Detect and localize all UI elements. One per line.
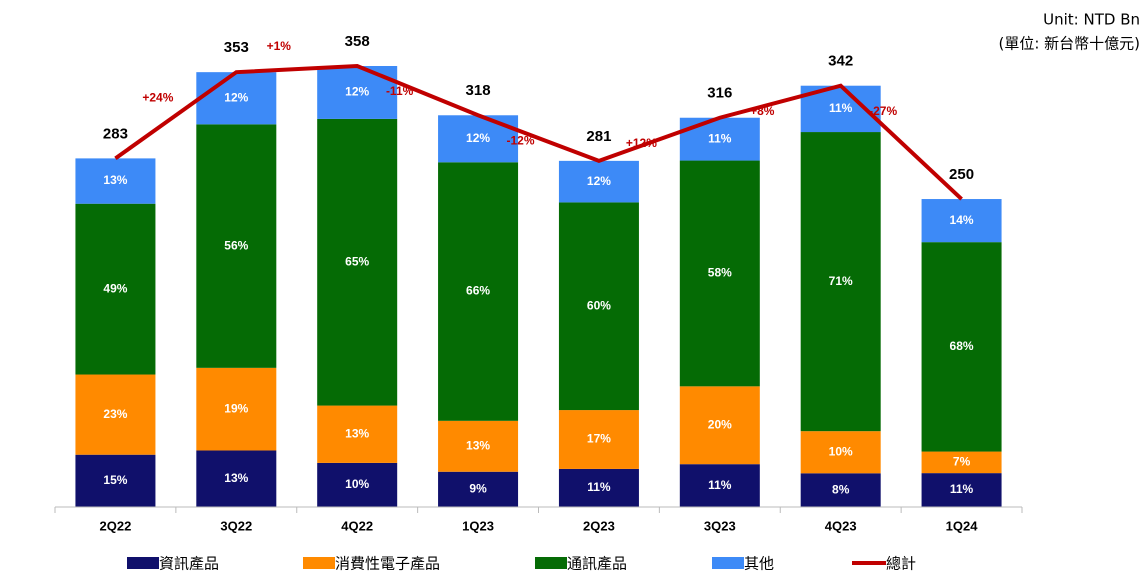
segment-label: 11%: [950, 482, 974, 496]
segment-label: 68%: [950, 339, 974, 353]
segment-label: 13%: [224, 471, 248, 485]
x-tick-label: 1Q24: [946, 518, 979, 533]
bar-segment: [558, 160, 639, 203]
segment-label: 58%: [708, 266, 732, 280]
unit-local: (單位: 新台幣十億元): [998, 35, 1140, 53]
bar-segment: [317, 118, 398, 406]
bar-segment: [800, 473, 881, 507]
bar-segment: [558, 202, 639, 411]
bar-segment: [438, 420, 519, 472]
segment-label: 49%: [103, 281, 127, 295]
legend-label: 消費性電子產品: [335, 555, 440, 573]
x-tick-label: 4Q23: [825, 518, 857, 533]
segment-label: 11%: [587, 480, 611, 494]
segment-label: 11%: [708, 131, 732, 145]
segment-label: 11%: [829, 101, 853, 115]
change-label: -12%: [506, 133, 534, 147]
segment-label: 10%: [829, 444, 853, 458]
total-label: 353: [224, 39, 249, 56]
segment-label: 20%: [708, 417, 732, 431]
legend-swatch: [127, 557, 159, 569]
segment-label: 12%: [587, 174, 611, 188]
legend-label: 總計: [886, 555, 916, 573]
bar-segment: [921, 242, 1002, 452]
bar-segment: [196, 367, 277, 451]
x-tick-label: 4Q22: [341, 518, 373, 533]
legend-label: 資訊產品: [159, 555, 219, 573]
bar-segment: [800, 132, 881, 432]
x-tick-label: 2Q23: [583, 518, 615, 533]
bar-segment: [75, 374, 156, 455]
bar-segment: [679, 464, 760, 507]
segment-label: 12%: [345, 85, 369, 99]
bar-segment: [317, 405, 398, 463]
segment-label: 19%: [224, 401, 248, 415]
segment-label: 17%: [587, 432, 611, 446]
change-label: +24%: [142, 90, 173, 104]
segment-label: 9%: [469, 482, 487, 496]
bar-segment: [558, 410, 639, 469]
bar-segment: [438, 115, 519, 163]
bar-segment: [921, 199, 1002, 243]
bar-segment: [75, 203, 156, 375]
x-tick-label: 2Q22: [100, 518, 132, 533]
segment-label: 15%: [103, 473, 127, 487]
total-label: 342: [828, 53, 853, 70]
segment-label: 13%: [345, 426, 369, 440]
segment-label: 71%: [829, 274, 853, 288]
bar-segment: [196, 450, 277, 507]
bar-segment: [679, 160, 760, 387]
bar-segment: [75, 158, 156, 204]
change-label: +1%: [267, 39, 292, 53]
legend-swatch: [712, 557, 744, 569]
bar-segment: [558, 468, 639, 507]
change-label: -27%: [869, 104, 897, 118]
legend-swatch: [303, 557, 335, 569]
x-tick-label: 3Q23: [704, 518, 736, 533]
bar-segment: [196, 124, 277, 368]
segment-label: 56%: [224, 238, 248, 252]
segment-label: 23%: [103, 407, 127, 421]
segment-label: 66%: [466, 284, 490, 298]
bar-segment: [679, 117, 760, 161]
total-label: 281: [586, 128, 611, 145]
total-label: 283: [103, 125, 128, 142]
total-label: 318: [466, 82, 491, 99]
legend-label: 通訊產品: [567, 555, 627, 573]
total-label: 358: [345, 33, 370, 50]
segment-label: 11%: [708, 478, 732, 492]
change-label: +12%: [626, 136, 657, 150]
segment-label: 60%: [587, 298, 611, 312]
unit: Unit: NTD Bn: [1043, 11, 1140, 29]
bar-segment: [438, 162, 519, 421]
change-label: -11%: [386, 84, 414, 98]
bar-segment: [438, 471, 519, 507]
segment-label: 7%: [953, 455, 971, 469]
segment-label: 8%: [832, 482, 850, 496]
legend-label: 其他: [744, 555, 774, 573]
x-tick-label: 3Q22: [220, 518, 252, 533]
bar-segment: [921, 451, 1002, 474]
bar-segment: [679, 386, 760, 465]
segment-label: 12%: [466, 131, 490, 145]
segment-label: 13%: [103, 173, 127, 187]
segment-label: 14%: [950, 213, 974, 227]
bar-segment: [800, 431, 881, 474]
segment-label: 13%: [466, 438, 490, 452]
bar-segment: [921, 473, 1002, 507]
legend-swatch: [535, 557, 567, 569]
change-label: +8%: [750, 104, 775, 118]
segment-label: 10%: [345, 477, 369, 491]
total-label: 316: [707, 85, 732, 102]
x-tick-label: 1Q23: [462, 518, 494, 533]
total-label: 250: [949, 166, 974, 183]
bar-segment: [75, 454, 156, 507]
bar-segment: [317, 462, 398, 507]
bar-segment: [196, 72, 277, 125]
segment-label: 12%: [224, 90, 248, 104]
total-line: [114, 63, 963, 201]
segment-label: 65%: [345, 254, 369, 268]
